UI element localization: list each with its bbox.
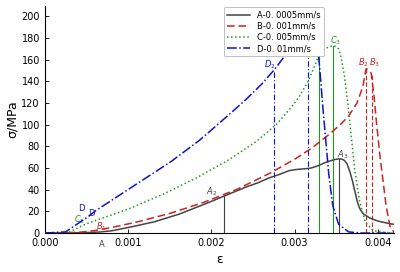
- Legend: A-0. 0005mm/s, B-0. 001mm/s, C-0. 005mm/s, D-0. 01mm/s: A-0. 0005mm/s, B-0. 001mm/s, C-0. 005mm/…: [224, 7, 324, 56]
- Text: $A_2$: $A_2$: [206, 185, 217, 197]
- Text: $B_3$: $B_3$: [369, 56, 380, 69]
- Y-axis label: σ/MPa: σ/MPa: [6, 100, 18, 138]
- Text: $C_1$: $C_1$: [74, 213, 85, 226]
- Text: $C_2$: $C_2$: [310, 43, 321, 56]
- Text: $C_3$: $C_3$: [330, 35, 341, 47]
- Text: $A_3$: $A_3$: [337, 148, 348, 161]
- Text: $B_1$: $B_1$: [96, 221, 107, 233]
- Text: $B_2$: $B_2$: [358, 56, 369, 69]
- X-axis label: ε: ε: [216, 254, 223, 267]
- Text: $D_2$: $D_2$: [264, 58, 275, 71]
- Text: $D_3$: $D_3$: [299, 7, 310, 20]
- Text: D: D: [88, 209, 94, 218]
- Text: D: D: [78, 204, 84, 213]
- Text: A: A: [98, 240, 104, 249]
